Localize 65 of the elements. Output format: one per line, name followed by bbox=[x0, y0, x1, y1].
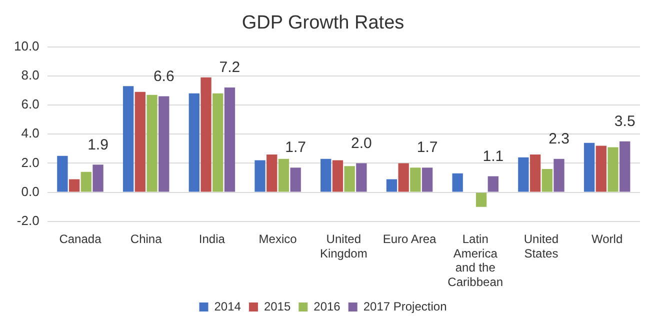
bar bbox=[344, 166, 355, 192]
bar bbox=[332, 160, 344, 192]
bar bbox=[518, 157, 529, 192]
data-label: 1.7 bbox=[285, 139, 306, 156]
x-tick-label: United States bbox=[524, 232, 559, 260]
legend-label: 2014 bbox=[214, 299, 242, 314]
y-tick-label: 2.0 bbox=[21, 154, 40, 170]
bar bbox=[608, 147, 618, 192]
data-label: 2.3 bbox=[548, 130, 570, 148]
bar bbox=[452, 173, 463, 192]
x-tick-label: Canada bbox=[59, 232, 102, 246]
bar bbox=[542, 169, 552, 192]
data-label: 7.2 bbox=[219, 59, 240, 76]
x-tick-label: United Kingdom bbox=[320, 232, 368, 260]
y-tick-label: 10.0 bbox=[14, 38, 40, 54]
y-tick-label: 6.0 bbox=[21, 96, 40, 112]
bar bbox=[398, 163, 409, 192]
bar bbox=[134, 92, 146, 192]
bar bbox=[68, 179, 80, 192]
legend-label: 2017 Projection bbox=[363, 299, 447, 314]
y-tick-label: 4.0 bbox=[21, 126, 40, 141]
bar bbox=[278, 158, 290, 192]
data-label: 2.0 bbox=[351, 134, 372, 152]
x-tick-label: Mexico bbox=[258, 232, 298, 246]
bar bbox=[122, 86, 134, 192]
bar bbox=[410, 168, 421, 192]
bar bbox=[320, 158, 332, 192]
bar bbox=[386, 179, 398, 192]
x-tick-label: Euro Area bbox=[382, 232, 437, 246]
bar bbox=[212, 93, 224, 192]
bar bbox=[266, 154, 278, 192]
bar bbox=[158, 96, 170, 192]
bar bbox=[584, 142, 595, 192]
legend-label: 2016 bbox=[314, 299, 341, 314]
legend-label: 2015 bbox=[264, 299, 291, 314]
chart-title: GDP Growth Rates bbox=[242, 12, 404, 34]
x-tick-label: India bbox=[198, 232, 226, 246]
data-label: 3.5 bbox=[614, 113, 636, 130]
bar bbox=[92, 164, 104, 192]
x-tick-label: World bbox=[592, 232, 623, 246]
bar bbox=[596, 146, 606, 192]
bar bbox=[620, 141, 630, 192]
bar bbox=[356, 163, 367, 192]
bar bbox=[488, 176, 498, 192]
data-label: 6.6 bbox=[153, 68, 174, 85]
bar bbox=[57, 156, 68, 192]
bar bbox=[422, 168, 433, 192]
x-tick-label: Latin America and the Caribbean bbox=[448, 232, 504, 290]
bar bbox=[476, 192, 487, 207]
data-label: 1.7 bbox=[416, 139, 438, 156]
bar bbox=[200, 77, 212, 192]
bar bbox=[554, 158, 564, 192]
bar bbox=[80, 172, 92, 192]
bar bbox=[188, 93, 200, 192]
data-label: 1.1 bbox=[482, 148, 504, 165]
data-label: 1.9 bbox=[88, 136, 108, 154]
y-tick-label: 8.0 bbox=[21, 67, 40, 82]
bar bbox=[530, 154, 541, 192]
bar bbox=[146, 94, 158, 192]
bar bbox=[290, 168, 301, 192]
y-tick-label: -2.0 bbox=[16, 212, 40, 228]
x-tick-label: China bbox=[130, 232, 162, 246]
y-tick-label: 0.0 bbox=[21, 184, 40, 199]
bar bbox=[224, 88, 236, 192]
bar bbox=[254, 160, 266, 192]
